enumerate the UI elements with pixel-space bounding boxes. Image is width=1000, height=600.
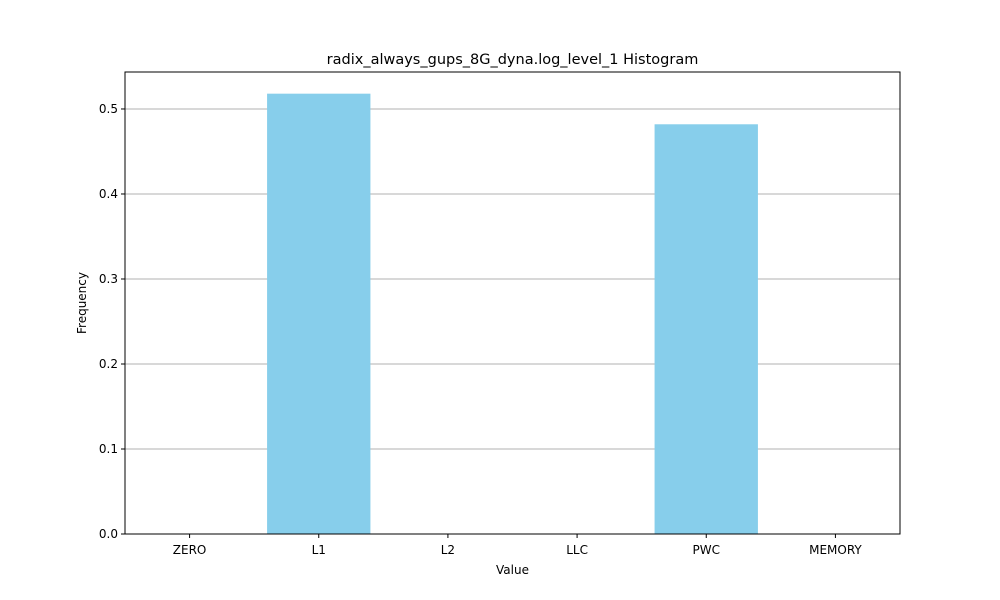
x-tick-label: MEMORY <box>809 543 862 557</box>
y-tick-label: 0.4 <box>99 187 118 201</box>
bar-pwc <box>654 124 758 534</box>
x-tick-label: LLC <box>566 543 588 557</box>
x-tick-label: L1 <box>312 543 326 557</box>
chart-title: radix_always_gups_8G_dyna.log_level_1 Hi… <box>327 52 699 68</box>
plot-frame <box>124 71 901 535</box>
bars <box>267 93 758 534</box>
bar-l1 <box>267 93 371 534</box>
y-tick-label: 0.0 <box>99 527 118 541</box>
x-axis-label: Value <box>496 563 529 577</box>
x-tick-label: PWC <box>693 543 720 557</box>
y-tick-label: 0.1 <box>99 442 118 456</box>
y-tick-label: 0.3 <box>99 272 118 286</box>
y-axis-label: Frequency <box>75 272 89 334</box>
ticks: 0.0 0.1 0.2 0.3 0.4 0.5 ZERO L1 L2 LLC PWC MEMORY <box>99 102 862 557</box>
x-tick-label: ZERO <box>173 543 207 557</box>
x-tick-label: L2 <box>441 543 455 557</box>
y-tick-label: 0.2 <box>99 357 118 371</box>
y-tick-label: 0.5 <box>99 102 118 116</box>
